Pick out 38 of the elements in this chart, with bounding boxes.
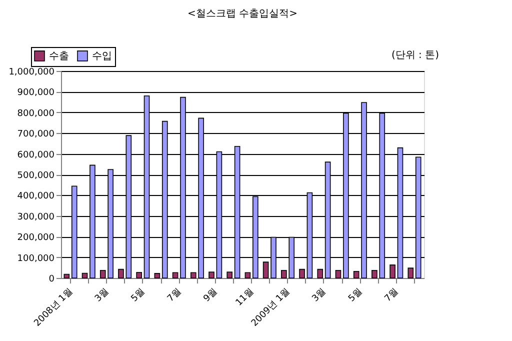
bar — [353, 270, 360, 278]
legend-label: 수입 — [92, 50, 112, 62]
bar — [262, 262, 269, 278]
x-tick-label: 5월 — [130, 286, 148, 304]
y-tick-label: 700,000 — [17, 130, 55, 140]
y-tick-label: 800,000 — [17, 108, 55, 119]
x-tick-label: 3월 — [93, 286, 111, 304]
chart-title: <철스크랩 수출입실적> — [188, 8, 298, 20]
x-tick-label: 7월 — [166, 286, 184, 304]
bar — [64, 274, 70, 278]
x-tick-label: 9월 — [202, 286, 220, 304]
x-tick-label: 5월 — [346, 286, 364, 304]
y-tick-label: 0 — [48, 274, 55, 284]
y-tick-label: 300,000 — [17, 212, 55, 222]
y-tick-label: 100,000 — [17, 254, 55, 264]
bar — [299, 268, 305, 278]
bar — [226, 272, 232, 278]
bar — [335, 270, 342, 278]
text: (단위 : 톤) — [391, 50, 440, 61]
x-tick-label: 3월 — [310, 286, 328, 304]
bar — [118, 268, 124, 278]
y-tick-label: 400,000 — [17, 192, 55, 202]
y-tick-label: 1,000,000 — [8, 68, 55, 78]
bar — [390, 264, 396, 278]
x-tick-label: 7월 — [383, 286, 401, 304]
y-tick-label: 200,000 — [17, 233, 55, 244]
bar — [154, 273, 160, 278]
y-tick-label: 500,000 — [17, 171, 55, 181]
bar — [317, 268, 324, 278]
bar — [244, 272, 251, 278]
legend-label: 수출 — [49, 50, 69, 62]
bar — [408, 268, 414, 278]
y-tick-label: 900,000 — [17, 88, 55, 98]
bar — [82, 272, 88, 278]
bar — [136, 272, 142, 278]
bar — [172, 272, 178, 278]
bar — [208, 272, 214, 278]
y-tick-label: 600,000 — [17, 150, 55, 160]
